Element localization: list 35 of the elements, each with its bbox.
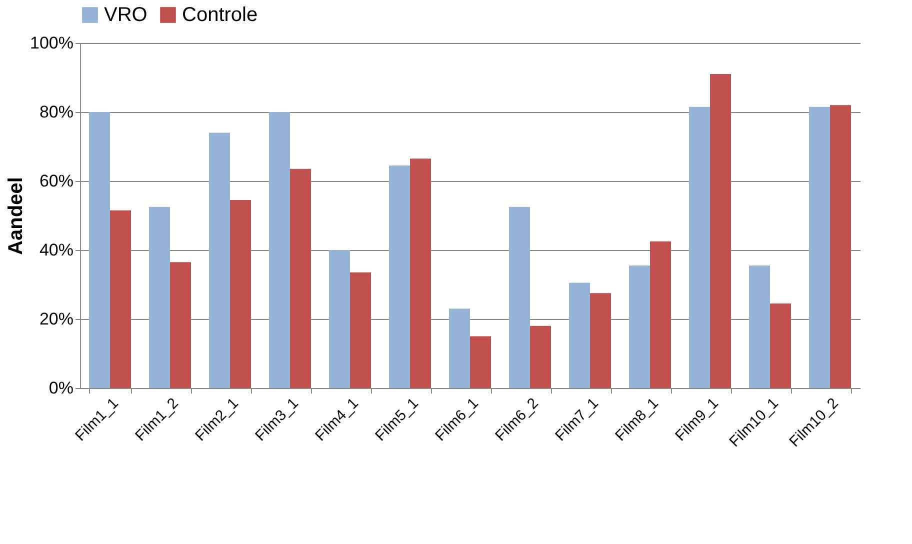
bar <box>689 106 710 388</box>
bar <box>509 206 530 388</box>
y-tick-label: 0% <box>48 378 74 398</box>
y-tick-label: 40% <box>39 240 74 260</box>
bar <box>650 241 671 388</box>
bar <box>290 168 311 388</box>
bar <box>569 282 590 388</box>
legend-label: Controle <box>182 4 258 26</box>
bar <box>710 74 731 388</box>
y-tick-label: 100% <box>30 34 74 52</box>
bar <box>89 112 110 388</box>
bar <box>449 308 470 388</box>
legend-label: VRO <box>104 4 148 26</box>
bar <box>110 210 131 388</box>
bar <box>590 293 611 388</box>
y-tick-label: 60% <box>39 172 74 190</box>
bar <box>329 250 350 388</box>
bar <box>809 106 830 388</box>
bar <box>170 262 191 388</box>
bar <box>230 200 251 388</box>
bar <box>770 303 791 388</box>
bar <box>629 266 650 388</box>
y-tick-label: 20% <box>39 310 74 328</box>
bar <box>530 326 551 388</box>
bar <box>269 112 290 388</box>
bar <box>410 158 431 388</box>
bar <box>209 132 230 388</box>
bar <box>149 206 170 388</box>
bar <box>389 165 410 388</box>
bar <box>749 266 770 388</box>
y-axis-title: Aandeel <box>5 177 28 255</box>
bar <box>350 272 371 388</box>
y-tick-label: 80% <box>39 102 74 122</box>
bar <box>470 336 491 388</box>
bar <box>830 105 851 388</box>
